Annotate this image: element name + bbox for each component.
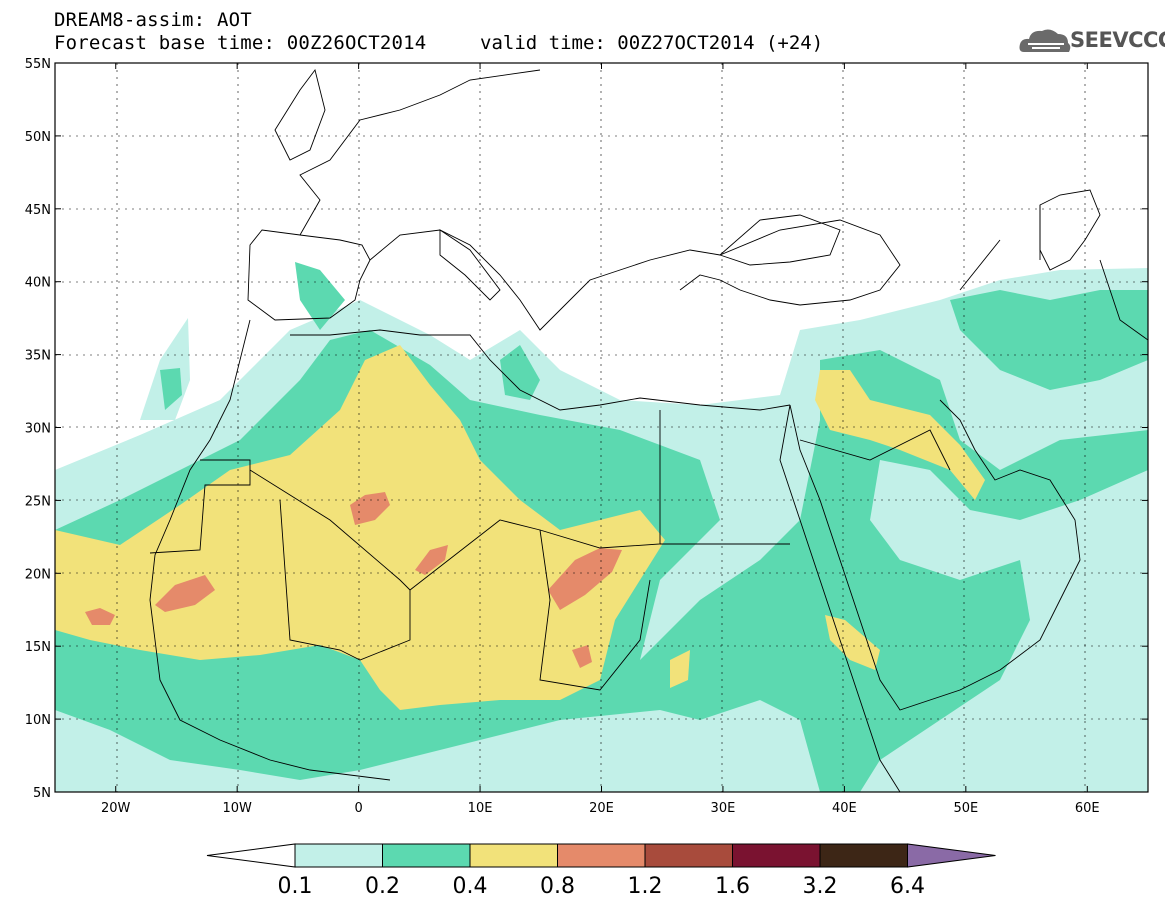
colorbar-label: 0.4	[453, 874, 488, 899]
colorbar-label: 0.1	[278, 874, 313, 899]
x-tick-label: 50E	[953, 801, 978, 816]
colorbar-label: 1.2	[628, 874, 663, 899]
y-tick-label: 10N	[25, 713, 51, 728]
y-axis: 5N 10N 15N 20N 25N 30N 35N 40N 45N 50N 55N	[25, 57, 1148, 801]
logo-text: SEEVCCC	[1070, 28, 1165, 52]
colorbar-label: 1.6	[715, 874, 750, 899]
colorbar-extend-high	[907, 843, 996, 868]
map-title: DREAM8-assim: AOT	[54, 9, 252, 31]
coastlines	[149, 68, 1148, 792]
colorbar: 0.1 0.2 0.4 0.8 1.2 1.6 3.2 6.4	[206, 843, 996, 899]
colorbar-swatch	[382, 843, 471, 868]
colorbar-extend-low	[206, 843, 296, 868]
x-tick-label: 30E	[711, 801, 736, 816]
colorbar-swatch	[557, 843, 646, 868]
x-tick-label: 10E	[468, 801, 493, 816]
aot-field	[55, 262, 1148, 792]
colorbar-swatch	[819, 843, 908, 868]
y-tick-label: 45N	[25, 203, 51, 218]
x-tick-label: 20W	[101, 801, 131, 816]
y-tick-label: 5N	[33, 786, 51, 801]
colorbar-label: 0.2	[365, 874, 400, 899]
y-tick-label: 20N	[25, 567, 51, 582]
colorbar-label: 3.2	[803, 874, 838, 899]
colorbar-label: 6.4	[890, 874, 925, 899]
y-tick-label: 50N	[25, 130, 51, 145]
y-tick-label: 35N	[25, 349, 51, 364]
y-tick-label: 30N	[25, 422, 51, 437]
colorbar-swatch	[294, 843, 383, 868]
colorbar-label: 0.8	[540, 874, 575, 899]
colorbar-swatch	[732, 843, 821, 868]
x-axis: 20W 10W 0 10E 20E 30E 40E 50E 60E	[101, 63, 1100, 816]
x-tick-label: 40E	[832, 801, 857, 816]
x-tick-label: 60E	[1075, 801, 1100, 816]
y-tick-label: 15N	[25, 640, 51, 655]
colorbar-swatch	[644, 843, 733, 868]
cloud-icon	[1019, 29, 1071, 52]
y-tick-label: 25N	[25, 494, 51, 509]
forecast-base-time: Forecast base time: 00Z26OCT2014	[54, 32, 427, 54]
y-tick-label: 40N	[25, 276, 51, 291]
x-tick-label: 20E	[589, 801, 614, 816]
y-tick-label: 55N	[25, 57, 51, 72]
graticule	[55, 63, 1148, 792]
valid-time: valid time: 00Z27OCT2014 (+24)	[480, 32, 824, 54]
x-tick-label: 10W	[222, 801, 252, 816]
x-tick-label: 0	[354, 801, 362, 816]
colorbar-swatch	[469, 843, 558, 868]
